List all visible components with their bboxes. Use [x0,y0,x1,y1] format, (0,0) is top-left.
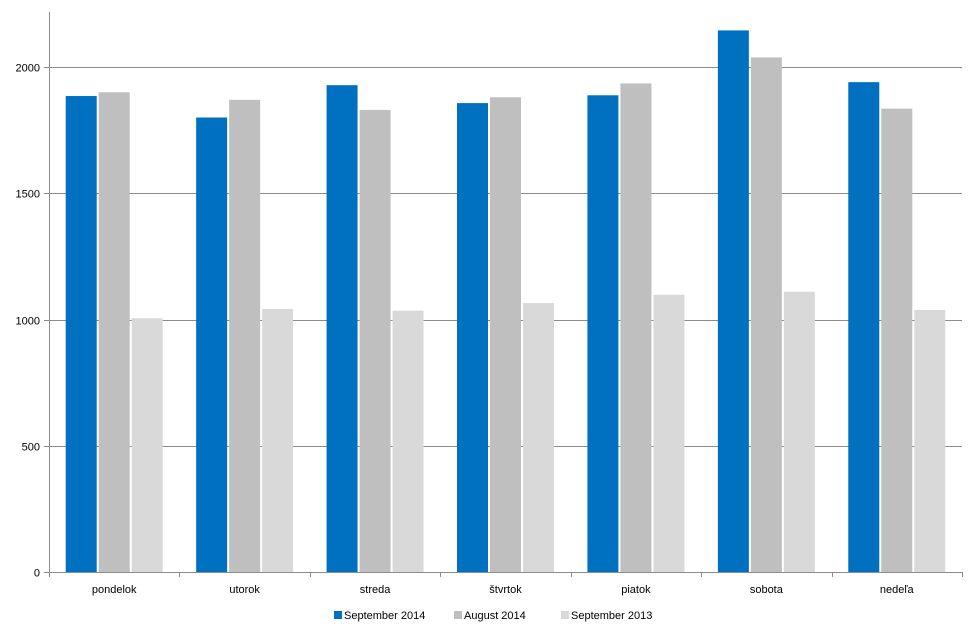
bar-3-5 [653,294,685,572]
y-tick-label-1500: 1500 [16,189,40,201]
bar-1-4 [457,103,488,573]
x-axis-tick-labels: pondelok utorok streda štvrtok piatok sobota n… [92,584,915,596]
legend-swatch-1 [334,611,342,619]
bar-3-4 [523,303,554,572]
bar-1-7 [848,82,880,573]
x-tick-label-1: pondelok [92,584,137,596]
bar-3-6 [783,291,815,572]
y-tick-label-0: 0 [34,568,40,580]
bar-2-1 [98,92,130,572]
bar-3-7 [914,309,946,572]
axes [44,12,963,577]
bar-1-1 [65,96,97,572]
x-tick-label-3: streda [360,584,391,596]
x-tick-label-7: nedeľa [880,584,915,596]
bar-1-5 [587,95,619,572]
legend-label-2: August 2014 [464,610,526,622]
legend-label-1: September 2014 [344,610,425,622]
bar-2-5 [620,83,652,572]
bar-3-2 [262,308,294,572]
bar-3-3 [392,310,424,572]
bar-1-6 [717,30,749,572]
bars [65,30,946,573]
bar-2-7 [881,108,913,572]
x-tick-label-5: piatok [621,584,651,596]
legend-swatch-2 [454,611,462,619]
legend: September 2014 August 2014 September 2013 [334,610,652,622]
legend-label-3: September 2013 [571,610,652,622]
bar-1-2 [196,117,228,572]
legend-swatch-3 [561,611,569,619]
bar-3-1 [131,318,163,572]
y-axis-tick-labels: 0 500 1000 1500 2000 [16,63,40,580]
y-tick-label-2000: 2000 [16,63,40,75]
bar-2-3 [359,109,391,573]
y-tick-label-1000: 1000 [16,316,40,328]
bar-2-2 [229,99,261,572]
y-tick-label-500: 500 [22,442,40,454]
x-tick-label-2: utorok [229,584,260,596]
bar-2-4 [490,97,521,573]
x-tick-label-6: sobota [750,584,784,596]
bar-2-6 [750,57,782,572]
bar-1-3 [326,85,358,573]
x-tick-label-4: štvrtok [489,584,522,596]
